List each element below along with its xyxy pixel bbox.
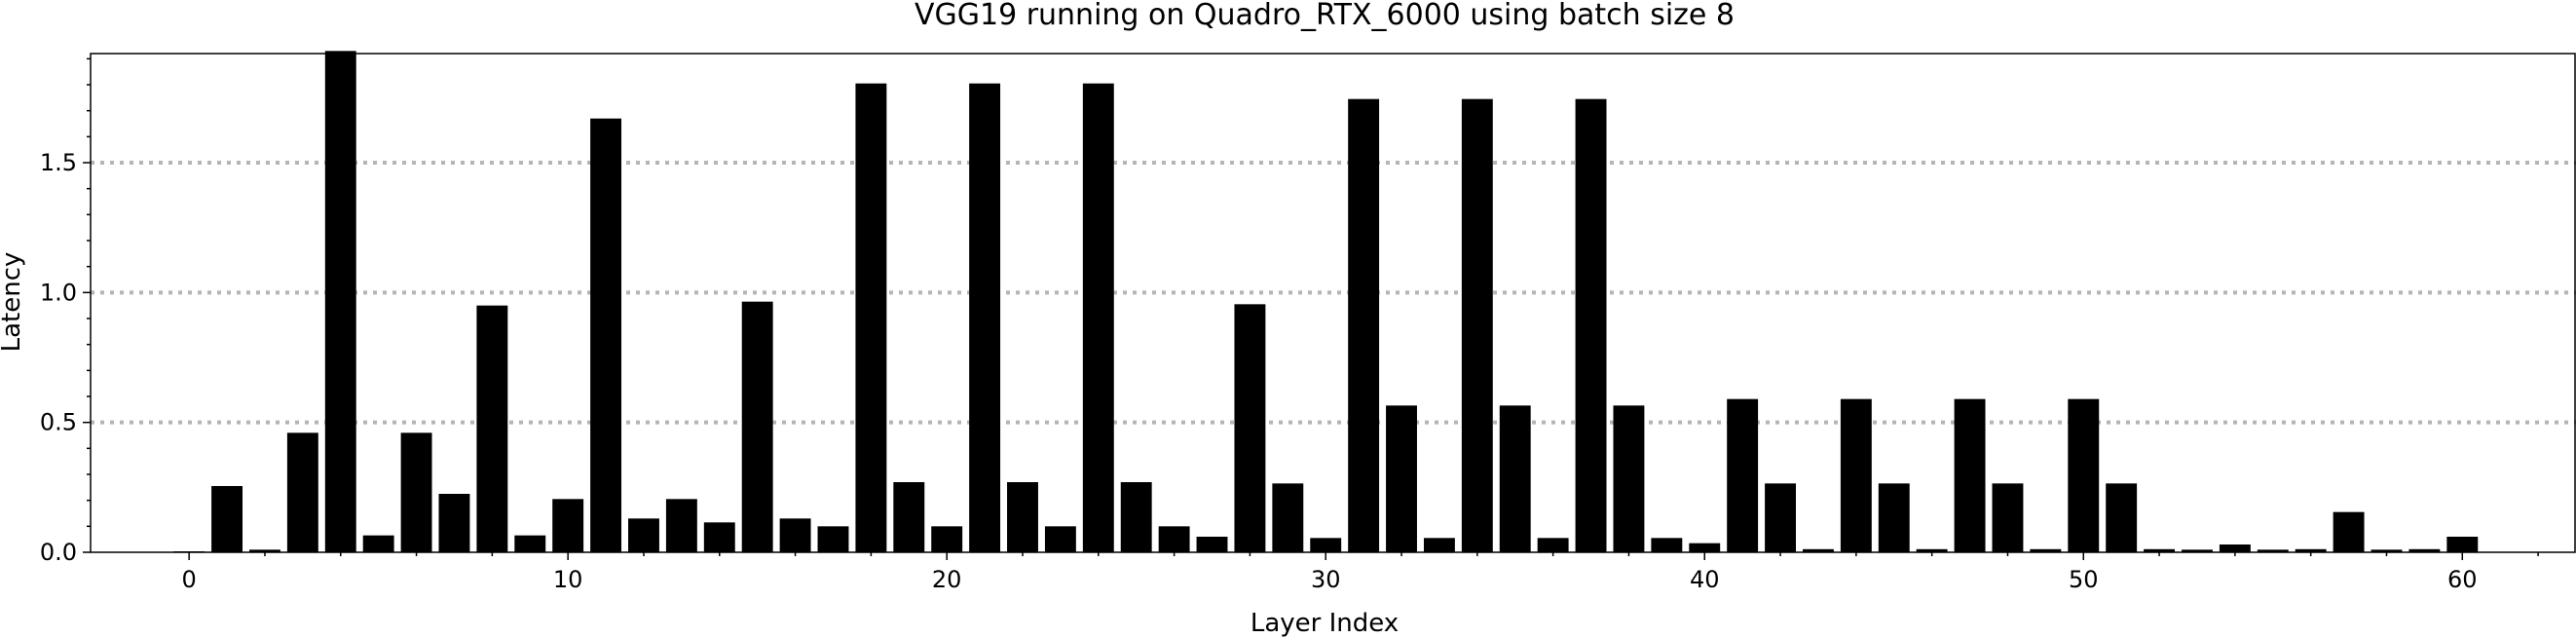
bar-55 [2257, 549, 2289, 552]
bar-33 [1423, 538, 1455, 552]
x-tick-label-3: 30 [1311, 566, 1341, 593]
bar-42 [1765, 483, 1796, 552]
bar-14 [703, 522, 735, 552]
bar-26 [1158, 526, 1190, 552]
bar-11 [590, 118, 622, 553]
bar-34 [1461, 98, 1493, 553]
chart-title: VGG19 running on Quadro_RTX_6000 using b… [915, 0, 1735, 32]
bar-49 [2030, 548, 2062, 552]
grid-lines [91, 161, 2576, 425]
bar-47 [1954, 398, 1986, 552]
bar-7 [438, 494, 470, 552]
bar-53 [2182, 549, 2213, 552]
bar-16 [779, 518, 811, 552]
axes [90, 53, 2576, 553]
bar-29 [1272, 483, 1304, 552]
bar-25 [1120, 482, 1152, 552]
bar-2 [249, 549, 280, 552]
bar-1 [211, 486, 243, 552]
bar-8 [476, 305, 508, 552]
y-tick-label-1: 0.5 [40, 409, 77, 436]
x-tick-label-4: 40 [1690, 566, 1720, 593]
bar-46 [1916, 548, 1948, 552]
bar-27 [1196, 537, 1228, 552]
bar-19 [893, 482, 925, 552]
x-tick-label-5: 50 [2069, 566, 2099, 593]
bar-21 [969, 83, 1001, 553]
y-axis-ticks: 0.0 0.5 1.0 1.5 [40, 57, 91, 566]
y-tick-label-0: 0.0 [40, 539, 77, 566]
bar-4 [324, 51, 356, 553]
bar-59 [2408, 548, 2441, 552]
x-tick-label-0: 0 [182, 566, 197, 593]
bar-6 [400, 432, 432, 552]
bar-32 [1386, 405, 1417, 552]
bar-30 [1310, 538, 1342, 552]
bar-35 [1499, 405, 1531, 552]
bar-58 [2371, 549, 2403, 552]
bar-41 [1727, 398, 1759, 552]
bar-22 [1007, 482, 1038, 552]
bars [173, 51, 2479, 553]
bar-17 [817, 526, 849, 552]
x-tick-label-1: 10 [553, 566, 583, 593]
x-tick-label-2: 20 [932, 566, 962, 593]
bar-36 [1537, 538, 1569, 552]
bar-13 [665, 499, 697, 552]
bar-52 [2144, 548, 2176, 552]
bar-5 [362, 535, 394, 552]
bar-44 [1840, 398, 1872, 552]
bar-10 [552, 499, 584, 552]
bar-18 [855, 83, 887, 553]
bar-28 [1234, 304, 1266, 552]
bar-37 [1575, 98, 1607, 553]
bar-31 [1348, 98, 1380, 553]
bar-56 [2295, 548, 2327, 552]
bar-48 [1992, 483, 2024, 552]
y-axis-label: Latency [0, 252, 26, 353]
bar-40 [1689, 543, 1721, 552]
bar-23 [1044, 526, 1076, 552]
bar-45 [1878, 483, 1910, 552]
bar-54 [2219, 544, 2251, 552]
bar-39 [1651, 538, 1683, 552]
y-tick-label-3: 1.5 [40, 149, 77, 176]
x-axis-ticks: 0 10 20 30 40 50 60 [182, 552, 2539, 593]
x-axis-label: Layer Index [1251, 609, 1399, 638]
bar-51 [2106, 483, 2138, 552]
bar-50 [2068, 398, 2100, 552]
bar-38 [1613, 405, 1645, 552]
bar-60 [2446, 537, 2479, 552]
bar-43 [1803, 548, 1834, 552]
bar-24 [1082, 83, 1114, 553]
bar-15 [741, 301, 773, 552]
bar-20 [931, 526, 963, 552]
y-tick-label-2: 1.0 [40, 279, 77, 306]
x-tick-label-6: 60 [2447, 566, 2478, 593]
bar-57 [2333, 511, 2365, 552]
bar-9 [514, 535, 546, 552]
bar-12 [628, 518, 659, 552]
bar-3 [286, 432, 318, 552]
plot-frame [90, 53, 2576, 553]
